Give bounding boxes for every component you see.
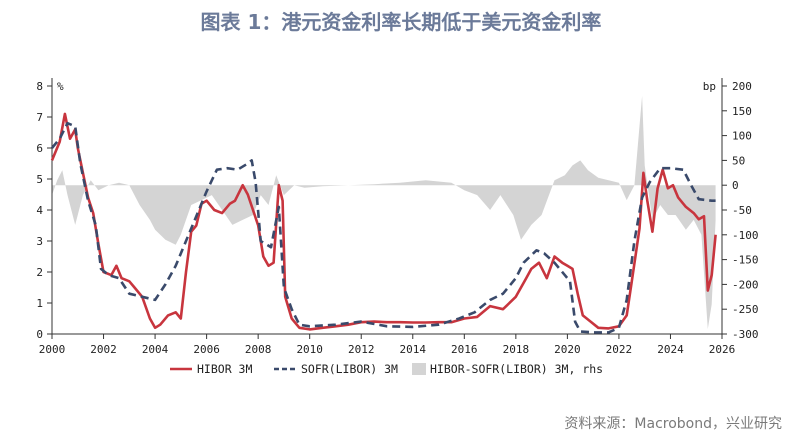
right-tick-label: -100 — [732, 229, 759, 242]
x-tick-label: 2016 — [451, 343, 478, 356]
right-tick-label: 50 — [732, 154, 745, 167]
right-tick-label: -200 — [732, 278, 759, 291]
right-tick-label: 150 — [732, 105, 752, 118]
right-tick-label: -150 — [732, 254, 759, 267]
spread-area-layer — [52, 95, 716, 330]
chart-title: 图表 1：港元资金利率长期低于美元资金利率 — [200, 10, 602, 34]
left-tick-label: 6 — [36, 142, 43, 155]
right-unit-label: bp — [703, 80, 716, 93]
right-tick-label: -50 — [732, 204, 752, 217]
left-unit-label: % — [57, 80, 64, 93]
left-tick-label: 1 — [36, 297, 43, 310]
right-tick-label: 100 — [732, 130, 752, 143]
left-tick-label: 4 — [36, 204, 43, 217]
left-tick-label: 3 — [36, 235, 43, 248]
left-tick-label: 7 — [36, 111, 43, 124]
right-tick-label: 200 — [732, 80, 752, 93]
x-tick-label: 2014 — [400, 343, 427, 356]
x-tick-label: 2002 — [90, 343, 117, 356]
x-tick-label: 2026 — [709, 343, 736, 356]
sofr-libor-line — [50, 121, 716, 334]
legend: HIBOR 3M SOFR(LIBOR) 3M HIBOR-SOFR(LIBOR) … — [170, 362, 603, 376]
x-tick-label: 2022 — [606, 343, 633, 356]
legend-spread-label: HIBOR-SOFR(LIBOR) 3M, rhs — [430, 362, 603, 376]
right-tick-label: -250 — [732, 303, 759, 316]
legend-sofr-label: SOFR(LIBOR) 3M — [301, 362, 398, 376]
left-tick-label: 5 — [36, 173, 43, 186]
legend-spread-swatch — [412, 363, 426, 375]
x-tick-label: 2004 — [142, 343, 169, 356]
x-tick-label: 2020 — [554, 343, 581, 356]
left-tick-label: 2 — [36, 266, 43, 279]
legend-hibor-label: HIBOR 3M — [197, 362, 252, 376]
x-tick-label: 2018 — [503, 343, 530, 356]
x-tick-label: 2008 — [245, 343, 272, 356]
axes: 0 1 2 3 4 5 6 7 8 % -300 -250 -200 -150 -100 -50 0 50 100 1… — [36, 78, 759, 356]
left-tick-label: 8 — [36, 80, 43, 93]
spread-area — [52, 95, 716, 330]
left-tick-label: 0 — [36, 328, 43, 341]
x-tick-label: 2006 — [193, 343, 220, 356]
source-note: 资料来源：Macrobond，兴业研究 — [564, 416, 782, 432]
rate-lines-layer — [50, 112, 717, 334]
hibor-line — [50, 112, 717, 331]
x-tick-label: 2000 — [39, 343, 66, 356]
right-tick-label: 0 — [732, 179, 739, 192]
x-tick-label: 2012 — [348, 343, 375, 356]
x-tick-label: 2010 — [296, 343, 323, 356]
right-tick-label: -300 — [732, 328, 759, 341]
x-tick-label: 2024 — [657, 343, 684, 356]
